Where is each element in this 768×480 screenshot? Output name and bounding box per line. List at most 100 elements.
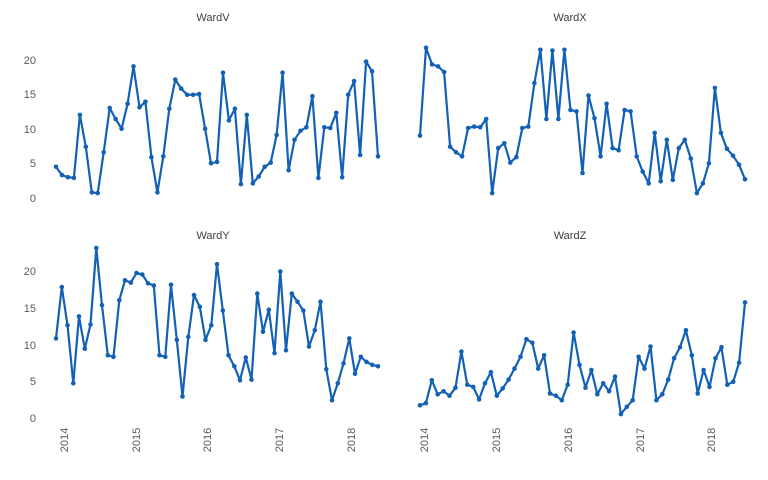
wardv-data-point [125,101,130,107]
wardy-data-point [65,322,70,328]
wardy-data-point [358,354,364,360]
wardz-data-point [547,391,553,396]
wardv-data-point [161,154,166,159]
wardv-data-point [286,167,291,173]
wardy-data-point [243,355,249,360]
wardv-data-point [238,181,244,187]
wardx-data-point [736,162,742,167]
y-tick-label: 20 [23,266,36,278]
wardv-data-point [328,125,333,131]
wardx-data-point [610,145,615,151]
wardz-data-point [541,353,547,358]
wardx-data-point [459,154,465,159]
wardy-data-point [168,282,174,288]
wardz-data-point [535,366,541,371]
wardz-data-point [742,300,748,305]
wardv-data-point [316,175,321,181]
wardx-data-point [580,170,585,176]
wardx-data-point [646,181,651,186]
wardx-data-point [706,161,712,166]
wardx-data-point [730,153,736,158]
wardv-data-point [363,59,369,64]
x-tick-label: 2014 [419,427,431,453]
wardv-data-point [214,159,220,165]
wardx-data-point [694,190,700,196]
wardy-data-point [214,261,220,267]
x-tick-label: 2017 [274,427,286,453]
wardz-data-point [648,344,653,349]
wardx-data-point [514,154,519,160]
wardz-data-point [660,392,665,397]
wardv-data-point [274,132,279,138]
wardy-data-point [301,308,306,313]
wardy-data-point [289,291,295,296]
wardy-data-point [318,299,323,304]
wardy-data-point [197,304,203,310]
wardz-data-point [423,400,429,406]
wardx-data-point [676,145,682,151]
wardv-data-point [77,112,83,118]
wardx-data-point [598,154,603,159]
wardz-data-point [577,362,582,368]
wardy-data-point [295,299,300,304]
wardv-data-point [357,152,363,158]
x-tick-label: 2014 [59,427,71,453]
wardy-data-point [174,337,180,343]
wardy-data-point [272,350,277,356]
wardv-data-point [298,128,303,134]
y-tick-label: 0 [29,193,36,205]
wardx-data-point [550,48,555,53]
chart-title-wardz: WardZ [553,230,587,242]
wardz-data-point [571,330,576,335]
wardx-data-point [742,176,748,182]
wardy-data-point [324,367,329,372]
wardy-data-point [283,347,289,353]
wardz-data-point [488,369,494,375]
wardz-data-point [665,377,671,382]
wardz-data-point [624,404,630,410]
wardy-data-point [82,346,88,351]
wardz-data-point [671,356,677,361]
wardv-data-point [155,190,160,195]
x-tick-label: 2018 [346,427,358,453]
wardz-data-point [518,354,523,360]
wardv-data-point [226,118,232,123]
wardx-data-point [670,177,676,183]
wardx-data-point [423,45,429,51]
wardv-data-point [208,161,214,166]
wardx-data-point [477,125,483,130]
wardx-data-point [616,147,621,153]
wardx-data-point [562,47,567,53]
wardz-data-point [612,374,618,379]
wardy-data-point [352,371,358,376]
wardz-data-point [707,384,712,390]
wardx-data-point [520,125,525,131]
wardz-data-point [465,382,470,387]
wardv-data-point [292,137,297,143]
wardy-data-point [203,337,208,343]
wardz-data-point [713,356,718,361]
wardy-data-point [186,334,191,340]
wardx-data-point [556,116,561,122]
wardy-data-point [145,281,151,286]
wardz-data-point [719,344,724,350]
wardv-data-point [149,154,154,160]
wardx-data-point [658,179,663,184]
wardx-data-point [628,109,633,114]
wardy-data-point [59,284,65,290]
wardx-data-point [453,150,459,155]
wardz-data-point [494,393,500,398]
wardz-data-point [730,379,736,385]
wardx-data-point [538,47,543,53]
wardx-data-point [634,154,639,159]
wardy-data-point [255,291,260,296]
wardv-data-point [53,164,59,170]
wardz-data-point [736,360,742,365]
y-tick-label: 0 [29,413,36,425]
wardx-data-point [447,144,453,149]
wardy-data-point [364,359,369,365]
wardv-data-point [232,106,238,111]
wardz-data-point [636,354,641,360]
wardy-data-point [105,353,111,358]
